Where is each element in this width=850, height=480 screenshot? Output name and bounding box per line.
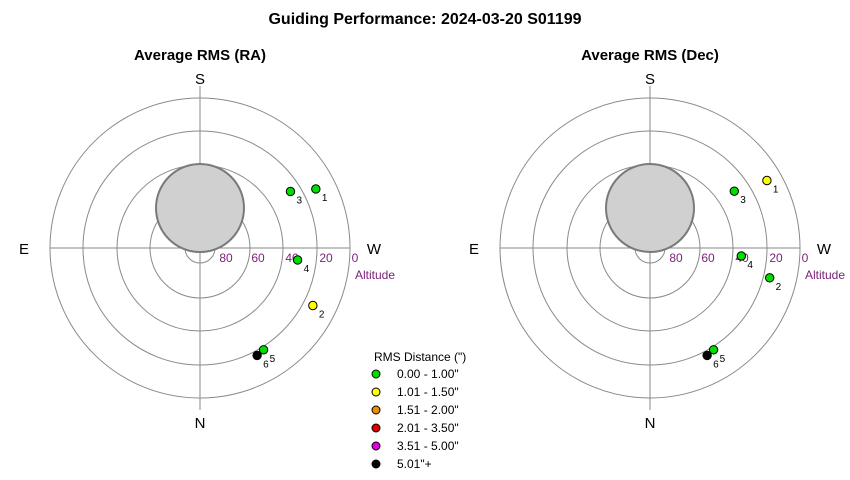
data-point-label-6: 6 bbox=[263, 359, 269, 370]
moon-disc bbox=[155, 163, 245, 253]
data-point-4 bbox=[292, 255, 303, 265]
legend-entry-2: 1.01 - 1.50" bbox=[397, 385, 459, 399]
altitude-tick-0: 0 bbox=[352, 251, 359, 265]
data-point-label-1: 1 bbox=[322, 193, 328, 204]
data-point-label-2: 2 bbox=[776, 282, 782, 293]
data-point-label-5: 5 bbox=[270, 354, 276, 365]
direction-left: E bbox=[19, 241, 29, 258]
altitude-label: Altitude bbox=[805, 268, 845, 282]
legend-swatch-5 bbox=[371, 441, 381, 451]
legend-title: RMS Distance (") bbox=[374, 350, 466, 364]
data-point-label-2: 2 bbox=[319, 310, 325, 321]
data-point-3 bbox=[729, 186, 739, 196]
legend-entry-5: 3.51 - 5.00" bbox=[397, 439, 459, 453]
altitude-tick-20: 20 bbox=[319, 251, 333, 265]
data-point-5 bbox=[258, 345, 269, 355]
data-point-label-5: 5 bbox=[720, 354, 726, 365]
legend-entry-3: 1.51 - 2.00" bbox=[397, 403, 459, 417]
altitude-label: Altitude bbox=[355, 268, 395, 282]
data-point-6 bbox=[702, 350, 712, 361]
direction-right: W bbox=[367, 241, 382, 258]
altitude-tick-60: 60 bbox=[701, 251, 715, 265]
data-point-1 bbox=[762, 175, 772, 186]
legend-entry-4: 2.01 - 3.50" bbox=[397, 421, 459, 435]
data-point-5 bbox=[708, 345, 719, 355]
rms-legend: RMS Distance (") 0.00 - 1.00" 1.01 - 1.50… bbox=[371, 350, 466, 471]
data-point-label-4: 4 bbox=[747, 260, 753, 271]
altitude-tick-60: 60 bbox=[251, 251, 265, 265]
data-point-label-3: 3 bbox=[296, 195, 302, 206]
data-point-1 bbox=[311, 184, 321, 194]
data-point-3 bbox=[285, 186, 296, 197]
data-point-6 bbox=[252, 350, 262, 361]
polar-plot-dec: Average RMS (Dec) SNEW806040200Altitude1… bbox=[469, 47, 845, 432]
altitude-tick-20: 20 bbox=[769, 251, 783, 265]
legend-swatch-2 bbox=[371, 387, 381, 397]
data-point-2 bbox=[764, 273, 775, 283]
data-point-4 bbox=[736, 251, 747, 261]
data-point-label-6: 6 bbox=[713, 359, 719, 370]
legend-swatch-4 bbox=[371, 423, 381, 433]
moon-disc bbox=[605, 163, 695, 253]
polar-plot-ra: Average RMS (RA) SNE W80 60 40 20 0Altitude12… bbox=[19, 47, 395, 432]
direction-left: E bbox=[469, 241, 479, 258]
data-point-label-4: 4 bbox=[304, 264, 310, 275]
legend-entry-1: 0.00 - 1.00" bbox=[397, 367, 459, 381]
plot-title-dec: Average RMS (Dec) bbox=[581, 47, 719, 64]
data-point-label-1: 1 bbox=[773, 185, 779, 196]
direction-top: S bbox=[645, 71, 655, 88]
direction-bottom: N bbox=[195, 415, 206, 432]
direction-bottom: N bbox=[645, 415, 656, 432]
altitude-tick-0: 0 bbox=[802, 251, 809, 265]
legend-swatch-6 bbox=[371, 459, 381, 469]
data-point-label-3: 3 bbox=[740, 195, 746, 206]
direction-top: S bbox=[195, 71, 205, 88]
data-point-2 bbox=[308, 300, 318, 311]
legend-swatch-1 bbox=[371, 369, 381, 379]
direction-right: W bbox=[817, 241, 832, 258]
plot-title-ra: Average RMS (RA) bbox=[134, 47, 266, 64]
figure-title: Guiding Performance: 2024-03-20 S01199 bbox=[268, 11, 581, 28]
altitude-tick-80: 80 bbox=[219, 251, 233, 265]
altitude-tick-80: 80 bbox=[669, 251, 683, 265]
legend-swatch-3 bbox=[371, 405, 381, 415]
legend-entry-6: 5.01"+ bbox=[397, 457, 432, 471]
